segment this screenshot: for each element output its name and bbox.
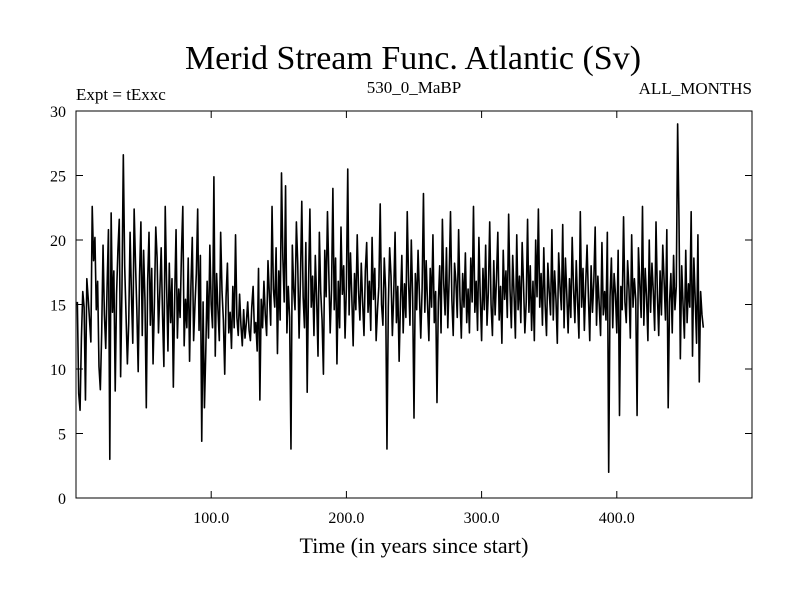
plot-area: 100.0 200.0 300.0 400.0 0 5 10 15 20 25 30 (50, 104, 753, 527)
dataset-label: 530_0_MaBP (367, 78, 461, 97)
y-tick-label: 10 (50, 362, 66, 379)
x-tick-label: 300.0 (464, 510, 500, 527)
x-tick-label: 400.0 (599, 510, 635, 527)
x-axis: 100.0 200.0 300.0 400.0 (193, 111, 635, 527)
y-axis: 0 5 10 15 20 25 30 (50, 104, 752, 508)
series-line (76, 123, 705, 473)
y-tick-label: 5 (58, 427, 66, 444)
experiment-label: Expt = tExxc (76, 85, 166, 104)
y-tick-label: 30 (50, 104, 66, 121)
y-tick-label: 25 (50, 169, 66, 186)
y-tick-label: 15 (50, 298, 66, 315)
x-tick-label: 100.0 (193, 510, 229, 527)
period-label: ALL_MONTHS (639, 79, 752, 98)
y-tick-label: 0 (58, 491, 66, 508)
x-axis-label: Time (in years since start) (300, 533, 529, 558)
y-tick-label: 20 (50, 233, 66, 250)
chart-title: Merid Stream Func. Atlantic (Sv) (185, 40, 641, 77)
x-tick-label: 200.0 (328, 510, 364, 527)
